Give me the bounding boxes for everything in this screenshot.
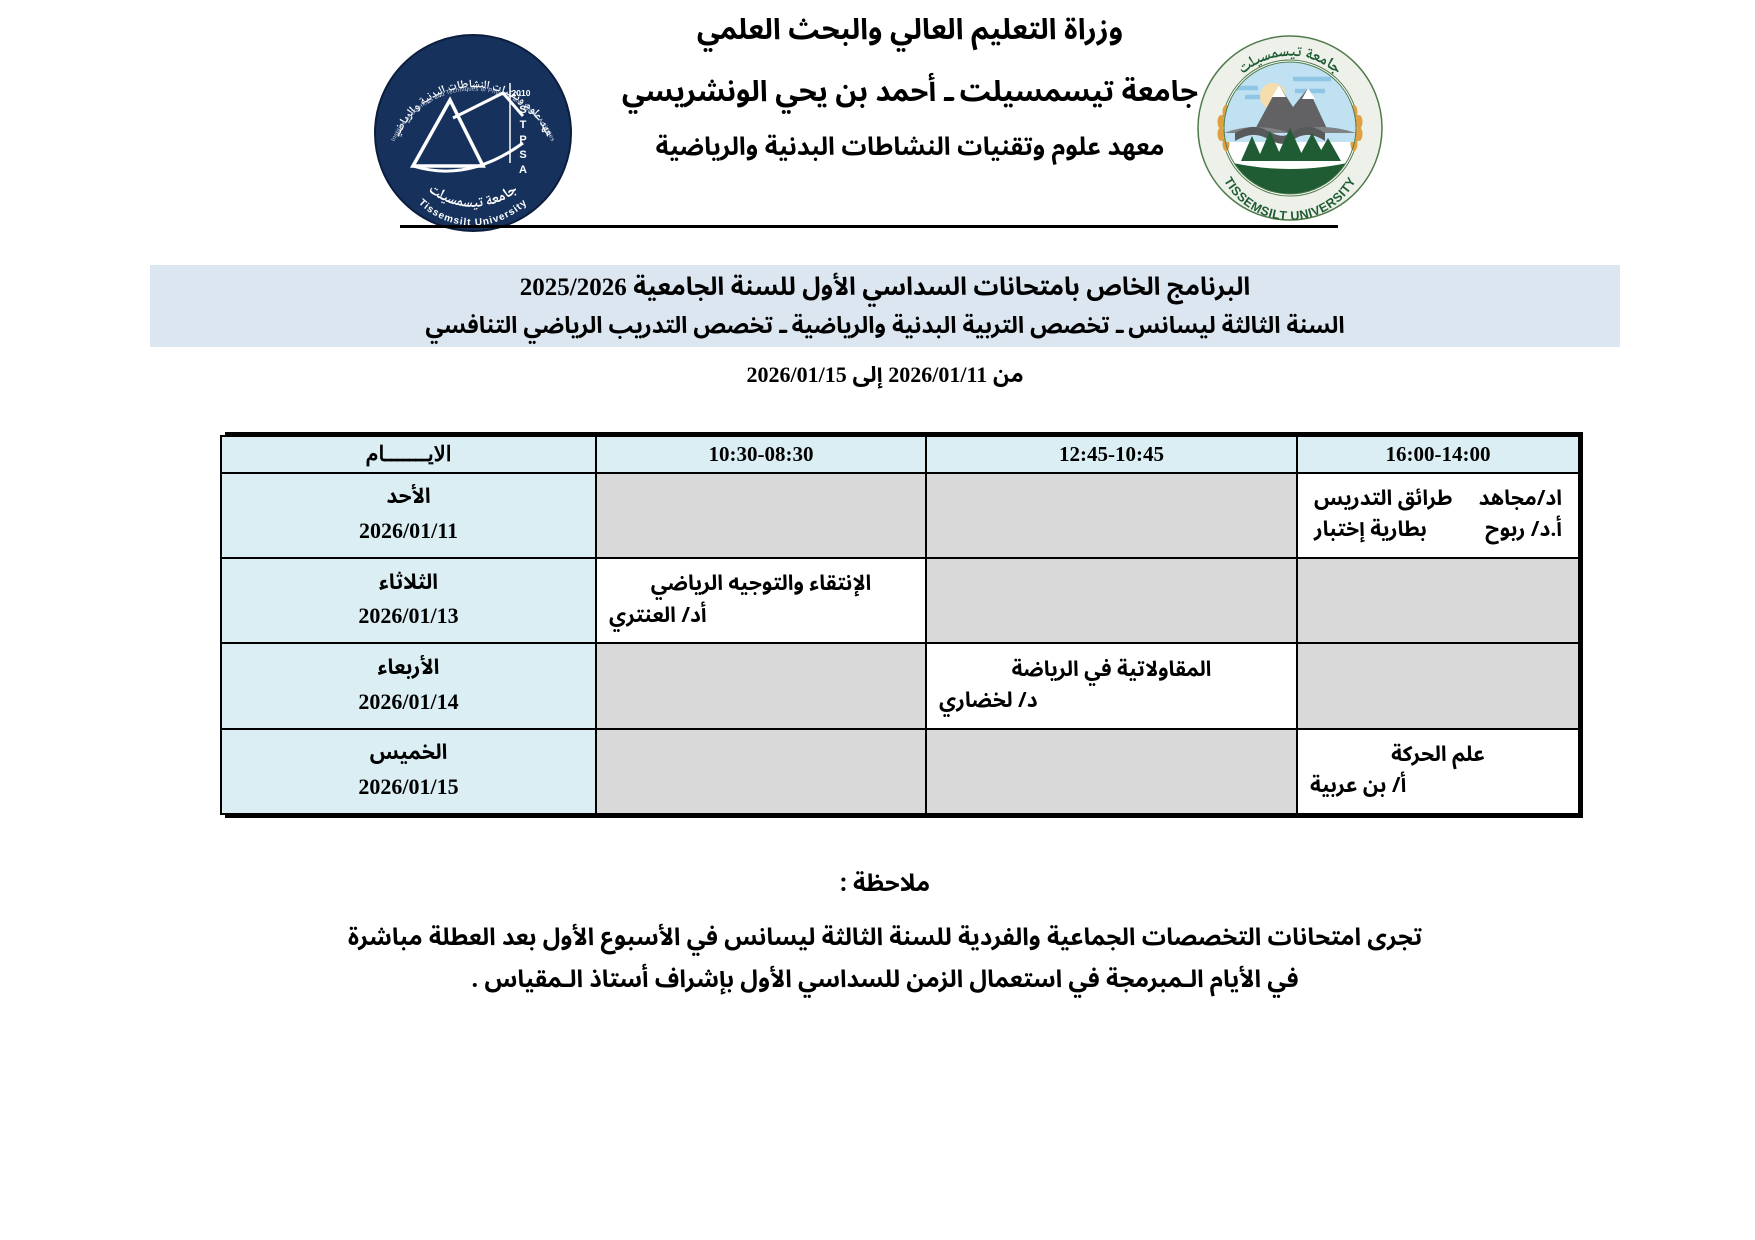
svg-text:P: P [519,134,526,146]
svg-text:S: S [519,149,526,161]
svg-text:A: A [519,164,527,176]
svg-text:2010: 2010 [512,88,531,98]
svg-text:T: T [520,119,527,131]
svg-text:S: S [519,104,526,116]
